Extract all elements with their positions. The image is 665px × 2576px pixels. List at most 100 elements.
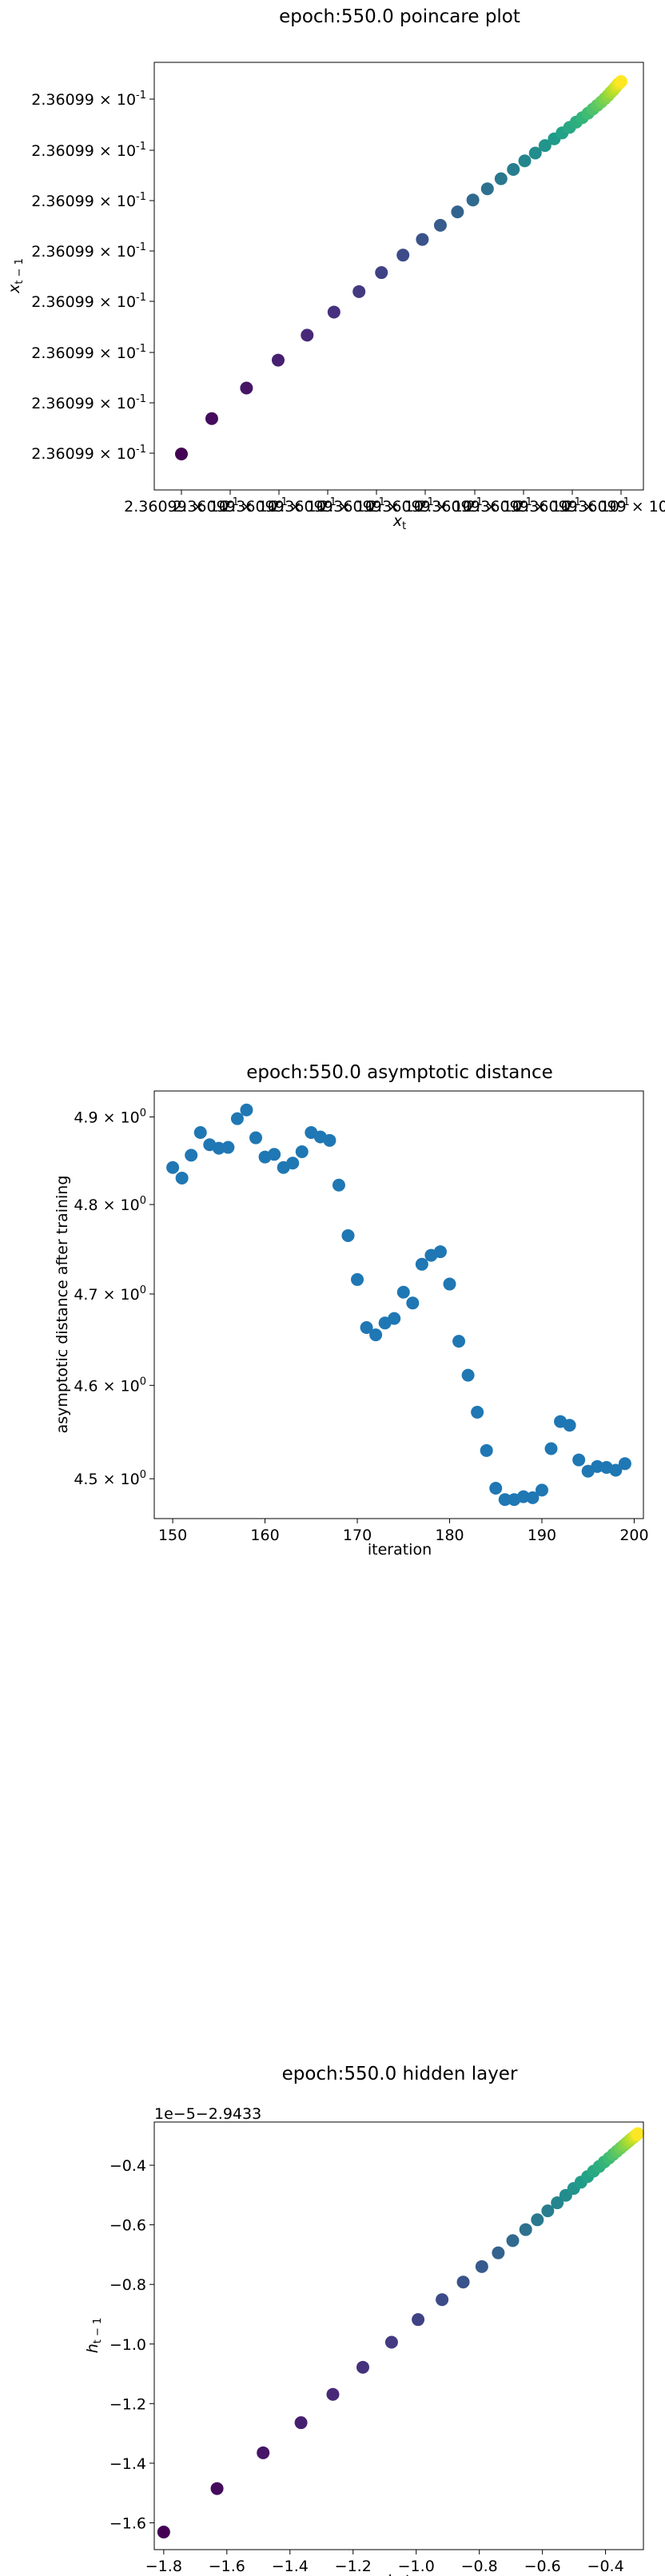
data-point [230, 1112, 244, 1125]
data-point [538, 139, 552, 153]
y-tick-label: −1.0 [110, 2336, 146, 2354]
x-tick-label: −1.4 [272, 2558, 309, 2575]
poincare-points [175, 75, 627, 460]
x-tick-label: −1.8 [145, 2558, 182, 2575]
data-point [452, 1335, 466, 1348]
x-tick-label: −0.8 [461, 2558, 498, 2575]
data-point [384, 2335, 398, 2349]
data-point [323, 1133, 336, 1147]
data-point [531, 2213, 544, 2227]
data-point [494, 172, 508, 185]
data-point [506, 2234, 520, 2248]
data-point [528, 146, 542, 160]
data-point [461, 1368, 475, 1382]
data-point [332, 1178, 345, 1192]
data-point [526, 1491, 540, 1504]
data-point [326, 2387, 340, 2401]
asymptotic-title: epoch:550.0 asymptotic distance [246, 1062, 553, 1083]
data-point [535, 1483, 548, 1497]
y-tick-label: −1.4 [110, 2455, 146, 2473]
data-point [412, 2313, 425, 2327]
x-tick-label: 170 [343, 1527, 372, 1544]
data-point [352, 285, 366, 298]
data-point [175, 448, 188, 460]
y-tick-label: 2.36099 × 10-1 [31, 444, 146, 463]
asymptotic-ticks: 150 160 170 180 190 200 4.5 × 100 4.6 × 100 4.7 … [74, 1107, 648, 1544]
data-point [210, 2482, 224, 2495]
y-tick-label: 4.6 × 100 [74, 1376, 146, 1395]
data-point [563, 1419, 576, 1432]
x-tick-label: 150 [158, 1527, 187, 1544]
data-point [396, 249, 410, 262]
data-point [249, 1131, 263, 1145]
x-tick-label: 2.36099 × 10-1 [319, 496, 434, 516]
data-point [157, 2526, 170, 2539]
data-point [341, 1228, 355, 1242]
data-point [375, 266, 388, 280]
y-tick-label: 2.36099 × 10-1 [31, 393, 146, 412]
data-point [519, 2223, 532, 2236]
data-point [436, 2293, 449, 2307]
y-tick-label: −0.6 [110, 2217, 146, 2235]
data-point [451, 205, 464, 219]
data-point [221, 1141, 235, 1154]
data-point [466, 193, 480, 207]
data-point [480, 1443, 493, 1457]
x-tick-label: −0.6 [524, 2558, 561, 2575]
data-point [516, 1490, 530, 1503]
y-tick-label: 2.36099 × 10-1 [31, 241, 146, 261]
asymptotic-chart: epoch:550.0 asymptotic distance 150 160 17… [54, 1062, 649, 1559]
data-point [489, 1481, 503, 1495]
data-point [591, 1459, 604, 1473]
x-tick-label: −1.0 [398, 2558, 435, 2575]
y-tick-label: 2.36099 × 10-1 [31, 141, 146, 160]
hidden-layer-chart: epoch:550.0 hidden layer 1e−5−2.9433 −1.… [84, 2064, 644, 2576]
data-point [295, 1145, 309, 1159]
data-point [456, 2275, 470, 2289]
x-tick-label: 190 [528, 1527, 556, 1544]
data-point [609, 1463, 623, 1477]
data-point [257, 2446, 270, 2459]
data-point [618, 1457, 631, 1471]
data-point [301, 328, 314, 342]
poincare-xlabel: xt [392, 512, 406, 532]
data-point [572, 1453, 586, 1467]
x-tick-label: 180 [435, 1527, 464, 1544]
data-point [286, 1157, 300, 1170]
x-tick-label: −1.2 [335, 2558, 372, 2575]
x-tick-label: 2.36099 × 10-1 [466, 496, 581, 516]
poincare-ylabel: xt − 1 [6, 258, 26, 294]
data-point [492, 2246, 505, 2259]
data-point [388, 1312, 401, 1325]
y-tick-label: 2.36099 × 10-1 [31, 191, 146, 210]
y-tick-label: 4.8 × 100 [74, 1195, 146, 1214]
x-tick-label: 2.36099 × 10-1 [173, 496, 288, 516]
data-point [272, 353, 285, 367]
x-tick-label: 2.36099 × 10-1 [124, 496, 239, 516]
data-point [544, 1442, 558, 1455]
asymptotic-axes-frame [153, 1090, 644, 1519]
data-point [406, 1296, 420, 1310]
data-point [356, 2360, 369, 2374]
data-point [551, 2196, 564, 2210]
x-tick-label: 2.36099 × 10-1 [417, 496, 532, 516]
poincare-chart: epoch:550.0 poincare plot 2.36099 × 10-1… [6, 6, 665, 532]
data-point [166, 1161, 180, 1174]
asymptotic-points [166, 1103, 631, 1507]
x-tick-label: −0.4 [587, 2558, 624, 2575]
data-point [369, 1328, 383, 1342]
y-tick-label: −0.4 [110, 2157, 146, 2175]
data-point [193, 1126, 207, 1140]
data-point [631, 2127, 644, 2140]
data-point [205, 412, 218, 425]
y-tick-label: −1.2 [110, 2395, 146, 2413]
y-tick-label: 2.36099 × 10-1 [31, 90, 146, 109]
data-point [185, 1149, 198, 1162]
y-tick-label: −0.8 [110, 2276, 146, 2294]
data-point [416, 233, 429, 246]
data-point [507, 162, 520, 176]
hidden-axes-frame [153, 2121, 644, 2550]
data-point [294, 2416, 308, 2430]
asymptotic-ylabel: asymptotic distance after training [54, 1176, 71, 1434]
data-point [415, 1257, 428, 1271]
